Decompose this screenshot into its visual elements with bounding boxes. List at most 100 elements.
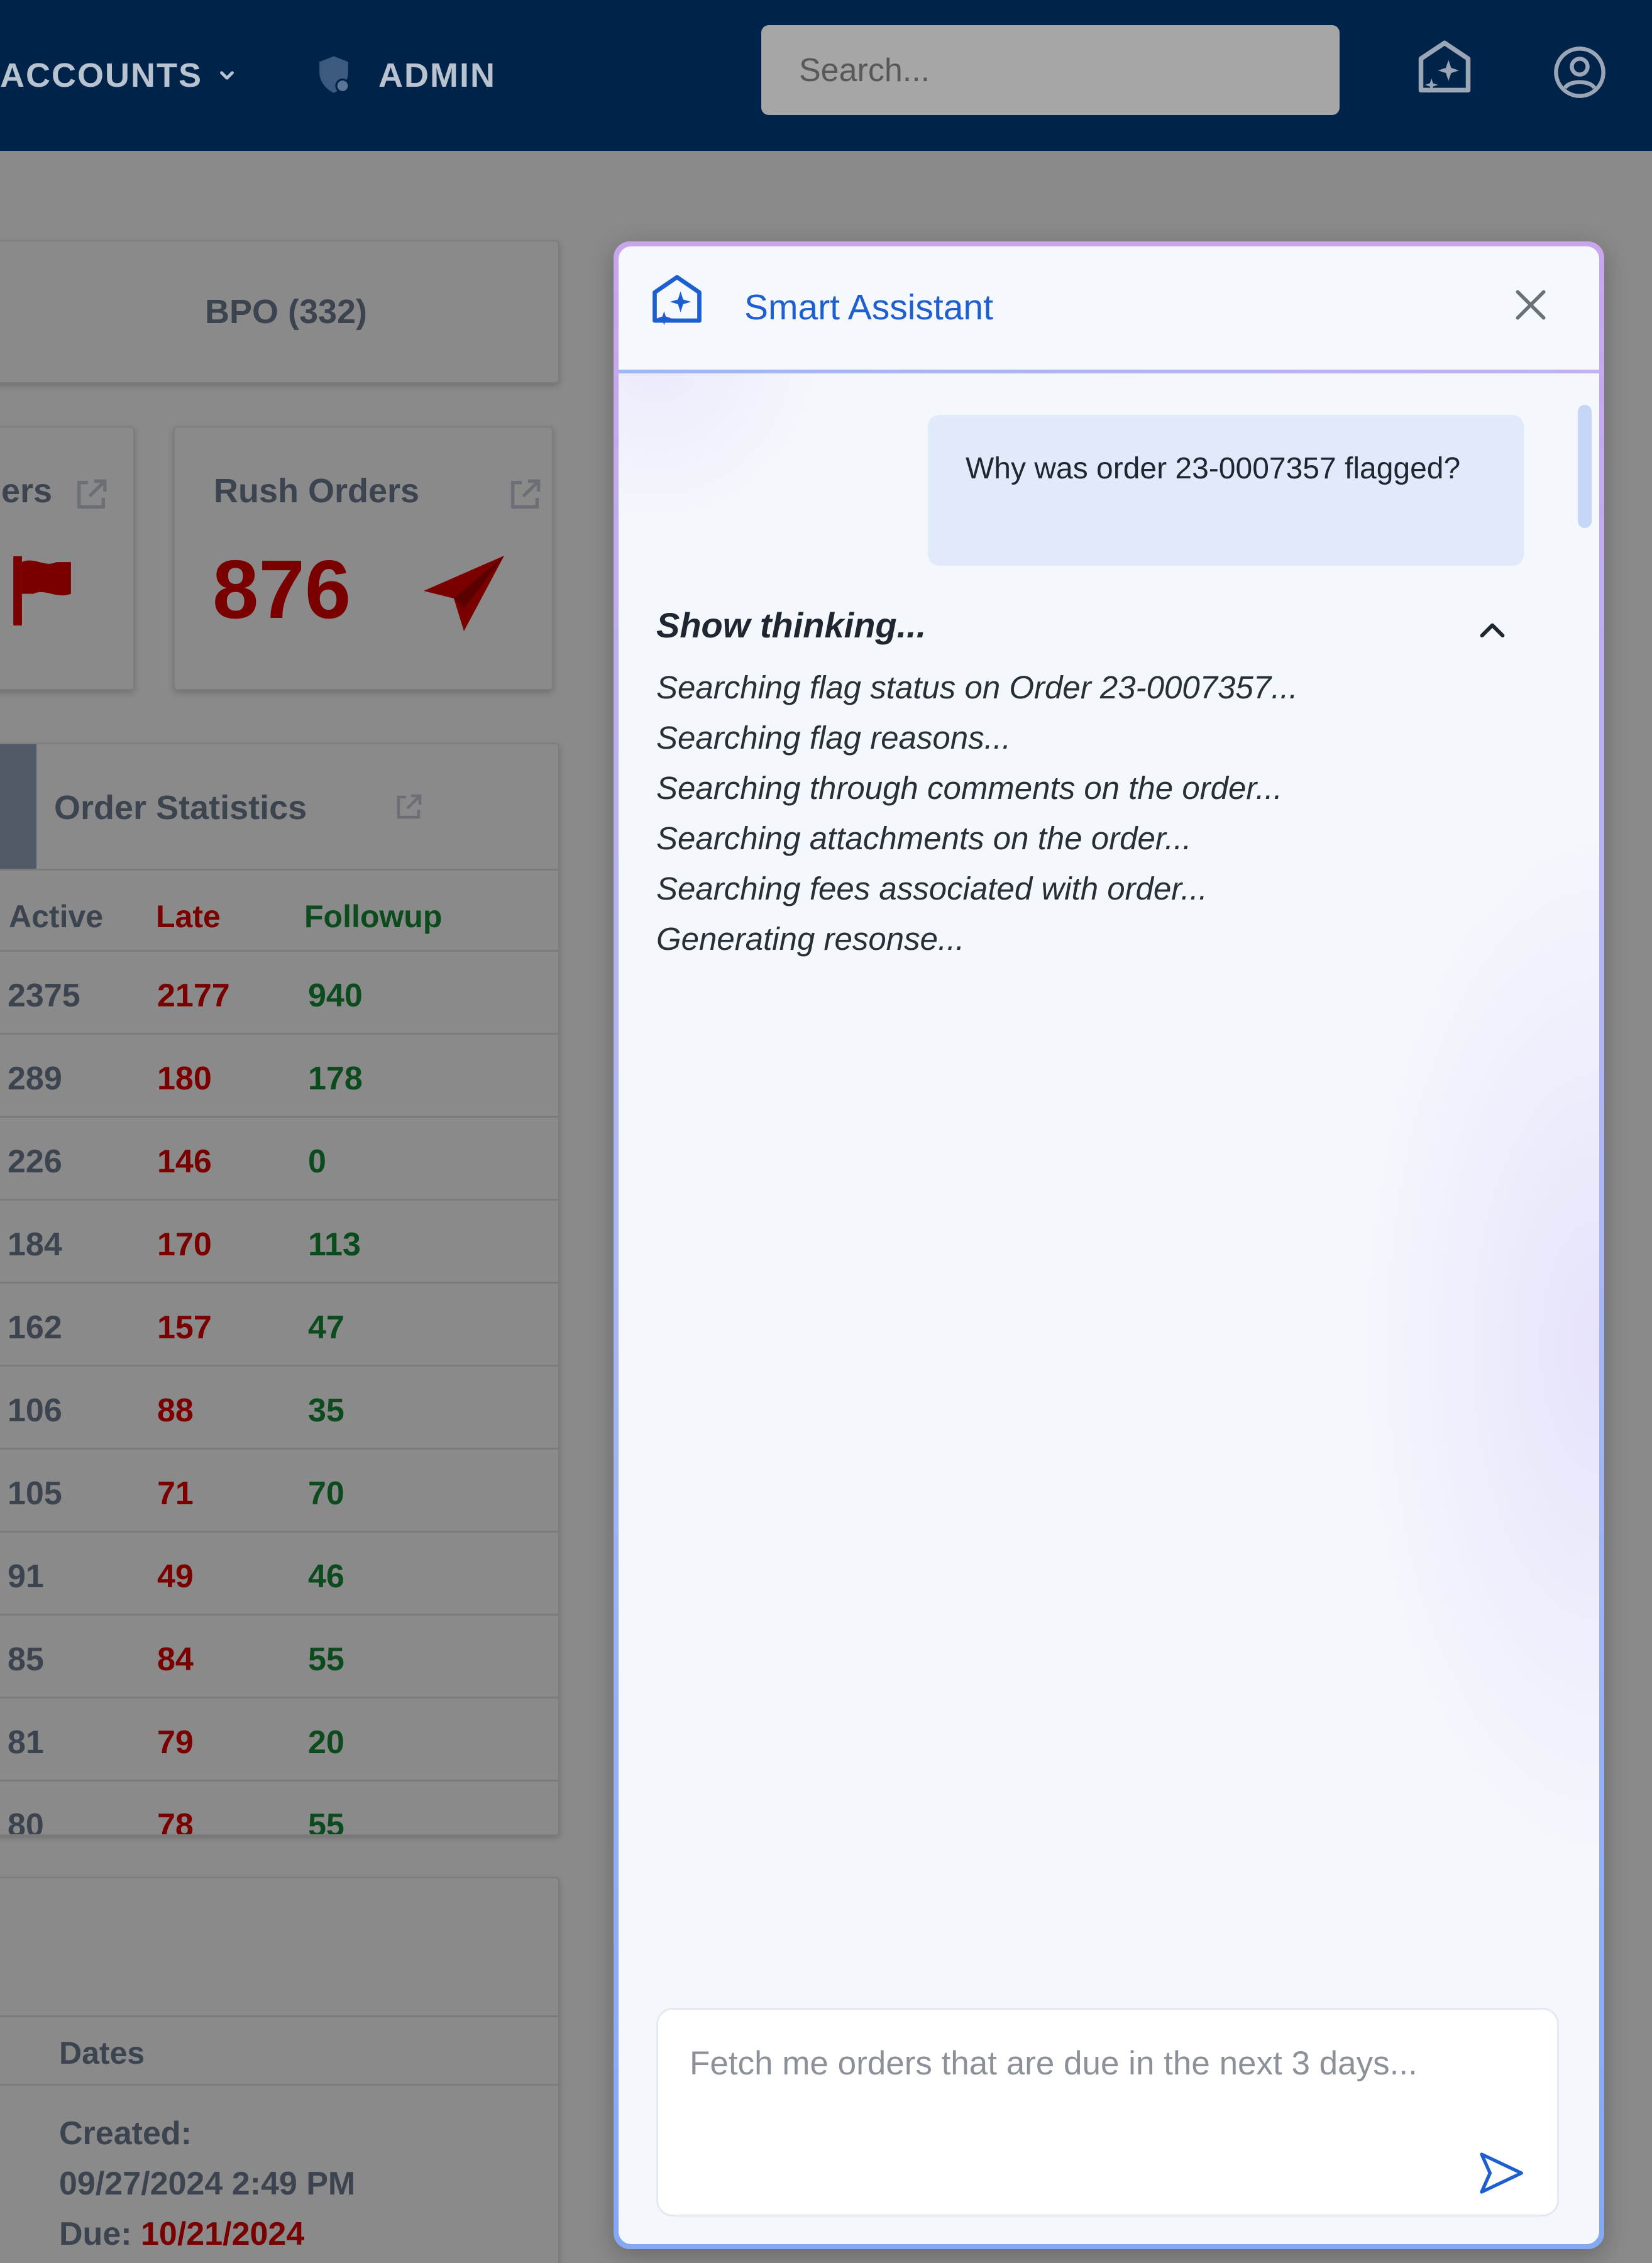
stats-cell-late: 79: [157, 1724, 194, 1761]
stats-cell-followup: 20: [308, 1724, 344, 1761]
due-label: Due:: [59, 2216, 132, 2252]
table-row[interactable]: 81 79 20: [0, 1699, 558, 1781]
stats-cell-active: 2375: [8, 977, 80, 1014]
table-row[interactable]: 226 146 0: [0, 1118, 558, 1201]
created-label: Created:: [59, 2115, 192, 2152]
col-header-followup[interactable]: Followup: [304, 899, 443, 934]
table-row[interactable]: 289 180 178: [0, 1035, 558, 1118]
order-statistics-card: Order Statistics Active Late Followup 23…: [0, 743, 559, 1836]
order-statistics-title: Order Statistics: [54, 789, 307, 827]
user-circle-icon[interactable]: [1553, 45, 1607, 99]
stats-cell-followup: 35: [308, 1392, 344, 1429]
chevron-down-icon: [220, 71, 234, 80]
thinking-step: Searching attachments on the order...: [656, 820, 1192, 856]
chat-input[interactable]: [690, 2042, 1469, 2168]
stats-cell-followup: 113: [308, 1226, 361, 1263]
bpo-label: BPO (332): [204, 293, 368, 331]
stats-cell-late: 84: [157, 1641, 194, 1678]
send-icon[interactable]: [1475, 2148, 1526, 2198]
due-value: 10/21/2024: [141, 2216, 305, 2252]
shield-icon: [319, 56, 350, 94]
close-icon[interactable]: [1511, 285, 1550, 324]
table-row[interactable]: 162 157 47: [0, 1284, 558, 1367]
stats-cell-active: 162: [8, 1309, 62, 1346]
stats-cell-followup: 47: [308, 1309, 344, 1346]
nav-accounts-menu[interactable]: ACCOUNTS: [0, 53, 238, 98]
assistant-header: Smart Assistant: [619, 246, 1599, 370]
stats-cell-late: 2177: [157, 977, 230, 1014]
stats-cell-late: 71: [157, 1475, 194, 1512]
stats-accent-bar: [0, 744, 36, 869]
paper-plane-icon: [424, 556, 504, 631]
stats-cell-active: 80: [8, 1807, 44, 1836]
stats-cell-followup: 55: [308, 1807, 344, 1836]
chevron-up-icon[interactable]: [1475, 614, 1510, 649]
rush-orders-label: Rush Orders: [214, 472, 420, 510]
stats-cell-followup: 940: [308, 977, 363, 1014]
stats-cell-followup: 70: [308, 1475, 344, 1512]
user-message-bubble: Why was order 23-0007357 flagged?: [928, 415, 1524, 566]
stats-cell-active: 226: [8, 1143, 62, 1180]
nav-admin-link[interactable]: ADMIN: [314, 53, 496, 98]
table-row[interactable]: 2375 2177 940: [0, 952, 558, 1035]
external-link-icon[interactable]: [507, 476, 543, 513]
chat-scrollbar[interactable]: [1578, 405, 1592, 528]
global-search-input[interactable]: [761, 25, 1340, 115]
table-row[interactable]: 105 71 70: [0, 1450, 558, 1533]
thinking-step: Searching flag status on Order 23-000735…: [656, 669, 1298, 705]
stats-cell-active: 85: [8, 1641, 44, 1678]
nav-admin-label: ADMIN: [378, 57, 496, 94]
col-header-late[interactable]: Late: [156, 899, 221, 934]
stats-cell-active: 184: [8, 1226, 62, 1263]
stats-cell-followup: 0: [308, 1143, 326, 1180]
stats-cell-late: 88: [157, 1392, 194, 1429]
stats-cell-followup: 55: [308, 1641, 344, 1678]
thinking-step: Generating resonse...: [656, 921, 965, 957]
thinking-step: Searching through comments on the order.…: [656, 770, 1282, 806]
smart-assistant-panel: Smart Assistant Why was order 23-0007357…: [614, 241, 1604, 2249]
stats-cell-late: 157: [157, 1309, 212, 1346]
nav-accounts-label: ACCOUNTS: [0, 57, 202, 94]
stats-cell-late: 78: [157, 1807, 194, 1836]
stats-cell-active: 105: [8, 1475, 62, 1512]
table-row[interactable]: 106 88 35: [0, 1367, 558, 1450]
stats-cell-active: 81: [8, 1724, 44, 1761]
order-dates-card: Dates Created: 09/27/2024 2:49 PM Due: 1…: [0, 1877, 561, 2263]
col-header-active[interactable]: Active: [9, 899, 104, 934]
external-link-icon[interactable]: [394, 792, 424, 822]
show-thinking-label[interactable]: Show thinking...: [656, 605, 927, 645]
due-line: Due: 10/21/2024: [59, 2215, 304, 2253]
stats-cell-active: 289: [8, 1060, 62, 1097]
stats-cell-active: 91: [8, 1558, 44, 1595]
smart-assistant-body: Smart Assistant Why was order 23-0007357…: [619, 246, 1599, 2244]
created-value: 09/27/2024 2:49 PM: [59, 2166, 356, 2202]
dates-header: Dates: [0, 2015, 561, 2086]
flagged-orders-label: ers: [1, 472, 53, 510]
flagged-orders-card[interactable]: ers: [0, 426, 135, 690]
stats-cell-late: 180: [157, 1060, 212, 1097]
rush-orders-count: 876: [212, 543, 351, 636]
table-row[interactable]: 184 170 113: [0, 1201, 558, 1284]
dates-header-label: Dates: [59, 2035, 145, 2071]
user-message-text: Why was order 23-0007357 flagged?: [966, 452, 1461, 485]
bpo-card[interactable]: BPO (332): [0, 240, 559, 383]
thinking-step: Searching flag reasons...: [656, 720, 1011, 756]
table-row[interactable]: 91 49 46: [0, 1533, 558, 1616]
table-row[interactable]: 80 78 55: [0, 1781, 558, 1836]
stats-cell-late: 170: [157, 1226, 212, 1263]
ai-assistant-icon: [653, 275, 702, 326]
thinking-step: Searching fees associated with order...: [656, 871, 1208, 906]
assistant-title: Smart Assistant: [744, 287, 993, 328]
stats-cell-late: 146: [157, 1143, 212, 1180]
external-link-icon[interactable]: [73, 476, 109, 513]
chat-composer: [656, 2008, 1559, 2216]
header-divider: [619, 370, 1599, 373]
ai-assistant-icon[interactable]: [1413, 38, 1476, 101]
flag-icon: [13, 556, 71, 625]
stats-table-header: Active Late Followup: [0, 869, 558, 952]
top-nav-bar: ACCOUNTS ADMIN: [0, 0, 1652, 151]
stats-cell-followup: 46: [308, 1558, 344, 1595]
stats-cell-active: 106: [8, 1392, 62, 1429]
rush-orders-card[interactable]: Rush Orders 876: [173, 426, 553, 690]
table-row[interactable]: 85 84 55: [0, 1616, 558, 1699]
